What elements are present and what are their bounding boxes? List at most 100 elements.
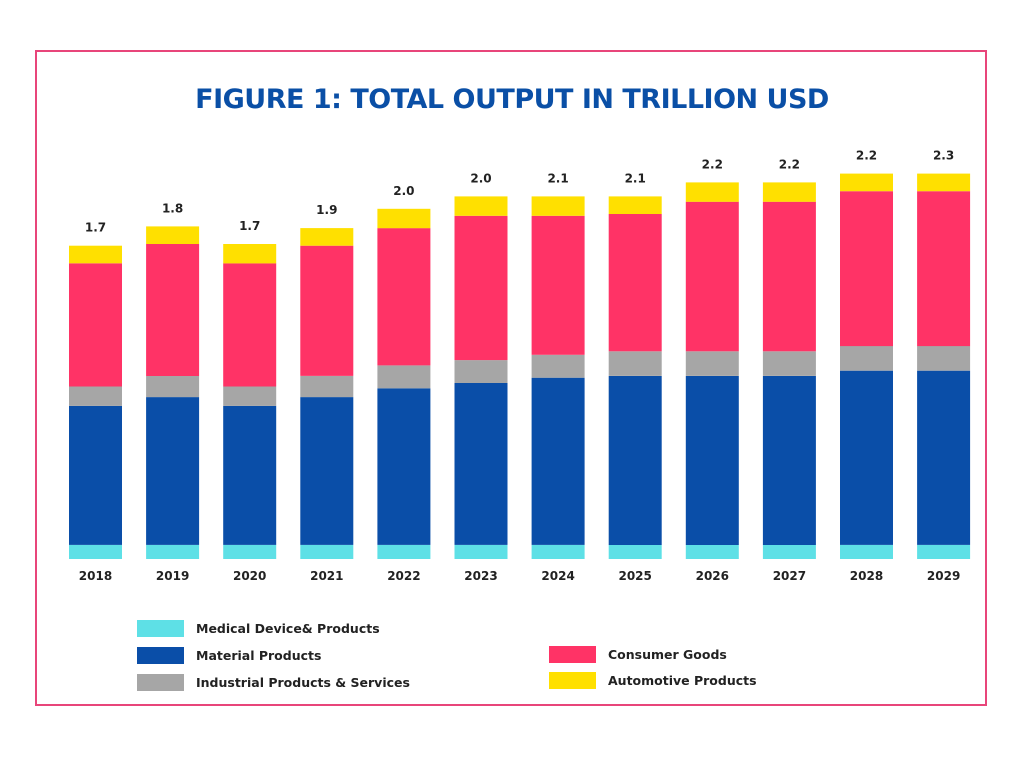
bar-segment-consumer-goods-2026 [685,201,739,352]
bar-segment-industrial-products-services-2026 [685,351,739,376]
bar-segment-material-products-2023 [454,383,508,545]
bar-segment-material-products-2018 [69,405,122,545]
bar-segment-automotive-products-2025 [608,196,662,214]
bar-segment-industrial-products-services-2029 [917,346,971,371]
bar-segment-material-products-2027 [762,376,816,545]
chart-title: FIGURE 1: TOTAL OUTPUT IN TRILLION USD [195,84,829,115]
total-label-2020: 1.7 [239,219,260,233]
bar-segment-consumer-goods-2029 [917,191,971,347]
x-tick-label-2019: 2019 [156,569,189,583]
bar-segment-consumer-goods-2019 [146,244,200,376]
bar-segment-automotive-products-2023 [454,196,508,216]
bar-segment-automotive-products-2026 [685,182,739,202]
total-label-2026: 2.2 [702,157,723,171]
bar-segment-automotive-products-2019 [146,226,200,244]
bar-segment-industrial-products-services-2023 [454,360,508,383]
bar-segment-material-products-2019 [146,397,200,545]
bar-segment-industrial-products-services-2021 [300,376,354,398]
chart-frame [35,50,987,706]
bar-segment-industrial-products-services-2028 [840,346,893,371]
bar-segment-material-products-2026 [685,376,739,545]
bar-segment-material-products-2022 [377,388,431,545]
x-tick-label-2022: 2022 [387,569,420,583]
bar-segment-material-products-2024 [531,377,585,545]
total-label-2027: 2.2 [779,157,800,171]
bar-segment-industrial-products-services-2025 [608,351,662,376]
bar-segment-consumer-goods-2024 [531,215,585,355]
legend-item-medical: Medical Device& Products [137,619,380,637]
total-label-2028: 2.2 [856,149,877,163]
x-tick-label-2026: 2026 [696,569,729,583]
bar-segment-material-products-2020 [223,405,277,545]
x-tick-label-2018: 2018 [79,569,112,583]
x-tick-label-2024: 2024 [541,569,574,583]
x-tick-label-2023: 2023 [464,569,497,583]
total-label-2021: 1.9 [316,203,337,217]
total-label-2029: 2.3 [933,149,954,163]
bar-segment-industrial-products-services-2027 [762,351,816,376]
legend-swatch-automotive [549,671,596,689]
bar-segment-medical-device-products-2028 [840,544,893,559]
bar-segment-consumer-goods-2021 [300,245,354,376]
x-tick-label-2029: 2029 [927,569,960,583]
x-tick-label-2021: 2021 [310,569,343,583]
legend-item-consumer: Consumer Goods [549,645,727,663]
bar-segment-medical-device-products-2027 [762,544,816,559]
bar-segment-consumer-goods-2018 [69,263,122,387]
bar-segment-consumer-goods-2025 [608,214,662,352]
legend-item-industrial: Industrial Products & Services [137,673,410,691]
x-tick-label-2020: 2020 [233,569,266,583]
legend-swatch-medical [137,619,184,637]
bar-segment-medical-device-products-2022 [377,544,431,559]
bar-segment-material-products-2025 [608,376,662,545]
bar-segment-industrial-products-services-2018 [69,386,122,406]
legend-label-material: Material Products [196,647,322,663]
bar-segment-automotive-products-2029 [917,173,971,192]
bar-segment-material-products-2021 [300,397,354,545]
bar-segment-medical-device-products-2018 [69,544,122,559]
x-tick-label-2028: 2028 [850,569,883,583]
bar-segment-automotive-products-2027 [762,182,816,202]
x-tick-label-2025: 2025 [618,569,651,583]
bar-segment-automotive-products-2028 [840,173,893,192]
legend-swatch-consumer [549,645,596,663]
legend-item-material: Material Products [137,646,321,664]
bar-segment-medical-device-products-2025 [608,544,662,559]
bar-segment-consumer-goods-2020 [223,263,277,387]
total-label-2024: 2.1 [547,171,568,185]
bar-segment-medical-device-products-2023 [454,544,508,559]
bar-segment-automotive-products-2024 [531,196,585,216]
legend-item-automotive: Automotive Products [549,671,757,689]
bar-segment-material-products-2029 [917,370,971,545]
total-label-2019: 1.8 [162,201,183,215]
legend-label-industrial: Industrial Products & Services [196,674,410,690]
bar-segment-consumer-goods-2027 [762,201,816,352]
bar-segment-consumer-goods-2022 [377,228,431,366]
bar-segment-medical-device-products-2020 [223,544,277,559]
bar-segment-consumer-goods-2028 [840,191,893,347]
bar-segment-consumer-goods-2023 [454,215,508,361]
bar-segment-medical-device-products-2029 [917,544,971,559]
bar-segment-industrial-products-services-2020 [223,386,277,406]
bar-segment-material-products-2028 [840,370,893,545]
bar-segment-automotive-products-2021 [300,228,354,246]
total-label-2018: 1.7 [85,221,106,235]
total-label-2022: 2.0 [393,184,414,198]
bar-segment-industrial-products-services-2019 [146,376,200,398]
legend-label-medical: Medical Device& Products [196,620,380,636]
bar-segment-medical-device-products-2019 [146,544,200,559]
x-tick-label-2027: 2027 [773,569,806,583]
bar-segment-medical-device-products-2021 [300,544,354,559]
legend-swatch-industrial [137,673,184,691]
bar-segment-industrial-products-services-2024 [531,354,585,378]
bar-segment-medical-device-products-2024 [531,544,585,559]
legend-label-consumer: Consumer Goods [608,646,727,662]
legend-label-automotive: Automotive Products [608,672,757,688]
legend-swatch-material [137,646,184,664]
bar-segment-automotive-products-2022 [377,208,431,229]
total-label-2023: 2.0 [470,171,491,185]
bar-segment-medical-device-products-2026 [685,544,739,559]
bar-segment-automotive-products-2018 [69,245,122,264]
bar-segment-industrial-products-services-2022 [377,365,431,389]
